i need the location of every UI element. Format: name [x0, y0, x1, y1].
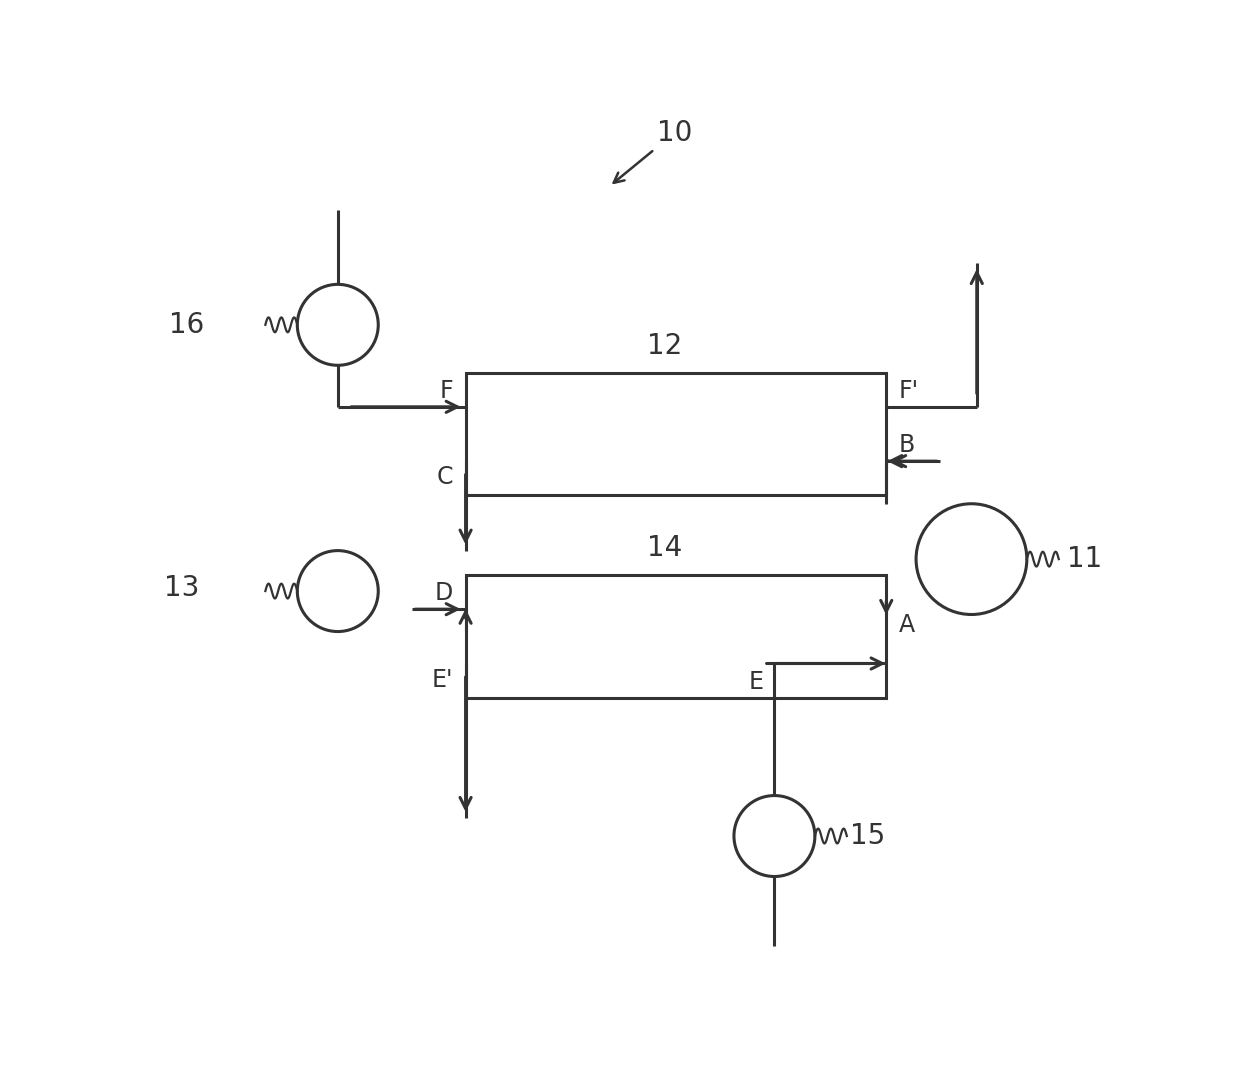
Text: C: C [436, 465, 453, 490]
Bar [465, 575, 887, 698]
Circle shape [734, 796, 815, 876]
Text: 11: 11 [1068, 545, 1102, 573]
Circle shape [916, 504, 1027, 615]
Text: 12: 12 [646, 332, 682, 360]
Text: 15: 15 [851, 822, 885, 850]
Text: E: E [749, 670, 764, 694]
Bar [465, 373, 887, 495]
Text: B: B [899, 432, 915, 457]
Text: F: F [439, 378, 453, 403]
Text: A: A [899, 613, 915, 638]
Text: 10: 10 [614, 118, 693, 183]
Text: F': F' [899, 378, 919, 403]
Text: 13: 13 [164, 574, 200, 602]
Text: E': E' [432, 668, 453, 692]
Text: 16: 16 [170, 311, 205, 339]
Text: D: D [434, 580, 453, 605]
Circle shape [298, 284, 378, 365]
Text: 14: 14 [646, 535, 682, 562]
Circle shape [298, 551, 378, 632]
